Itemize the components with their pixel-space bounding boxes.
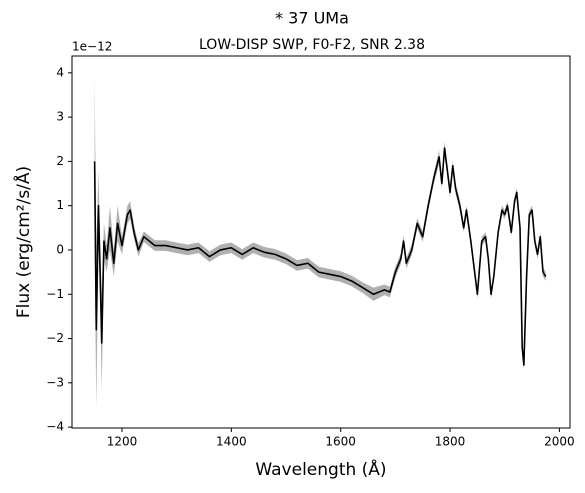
data-line <box>93 147 547 366</box>
error-band <box>94 77 546 410</box>
y-tick-label: −4 <box>46 420 64 434</box>
y-tick-label: 1 <box>56 198 64 212</box>
y-tick-label: 2 <box>56 154 64 168</box>
chart-title: * 37 UMa <box>275 9 349 28</box>
plot-frame <box>71 55 571 429</box>
y-axis-label: Flux (erg/cm²/s/Å) <box>12 166 34 318</box>
x-tick-label: 1200 <box>107 435 138 449</box>
y-tick-label: −3 <box>46 375 64 389</box>
y-tick-label: 4 <box>56 65 64 79</box>
x-tick-label: 1600 <box>325 435 356 449</box>
y-tick-label: 3 <box>56 110 64 124</box>
y-tick-label: −2 <box>46 331 64 345</box>
y-tick-label: 0 <box>56 242 64 256</box>
y-offset-label: 1e−12 <box>72 40 112 54</box>
y-tick-label: −1 <box>46 287 64 301</box>
x-tick-label: 1400 <box>216 435 247 449</box>
chart-subtitle: LOW-DISP SWP, F0-F2, SNR 2.38 <box>199 37 425 53</box>
x-axis-label: Wavelength (Å) <box>255 458 386 480</box>
x-tick-label: 2000 <box>544 435 575 449</box>
x-tick-label: 1800 <box>435 435 466 449</box>
